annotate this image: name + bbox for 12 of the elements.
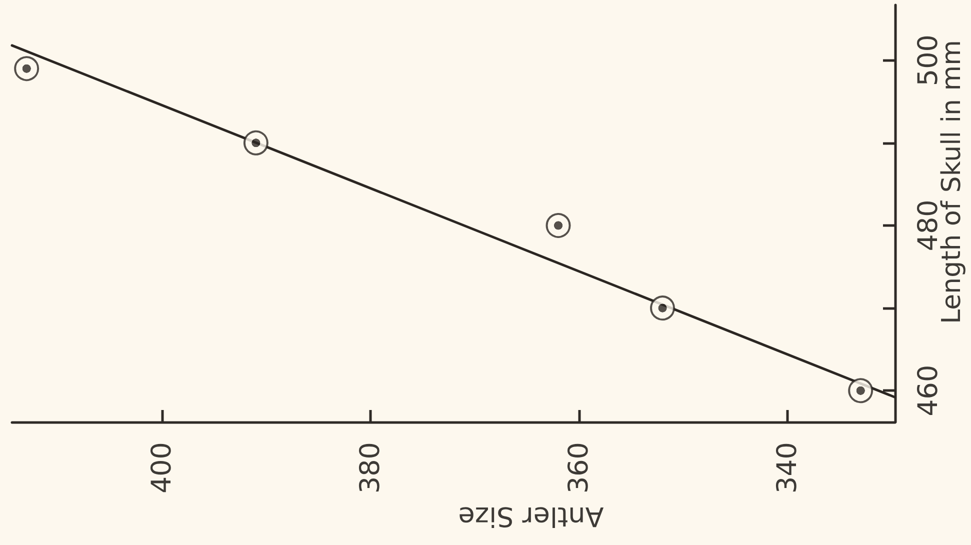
x-tick-label: 340	[772, 442, 804, 494]
x-tick-label: 360	[564, 442, 595, 494]
point	[14, 56, 40, 82]
point	[650, 296, 676, 321]
point	[546, 212, 571, 238]
point	[848, 378, 874, 404]
point	[243, 130, 268, 156]
x-tick-label: 400	[146, 442, 178, 494]
x-axis-title: Antler Size	[458, 500, 604, 532]
x-tick-label: 380	[355, 442, 386, 494]
y-tick-label: 460	[913, 364, 944, 416]
y-tick-label: 500	[913, 34, 944, 86]
